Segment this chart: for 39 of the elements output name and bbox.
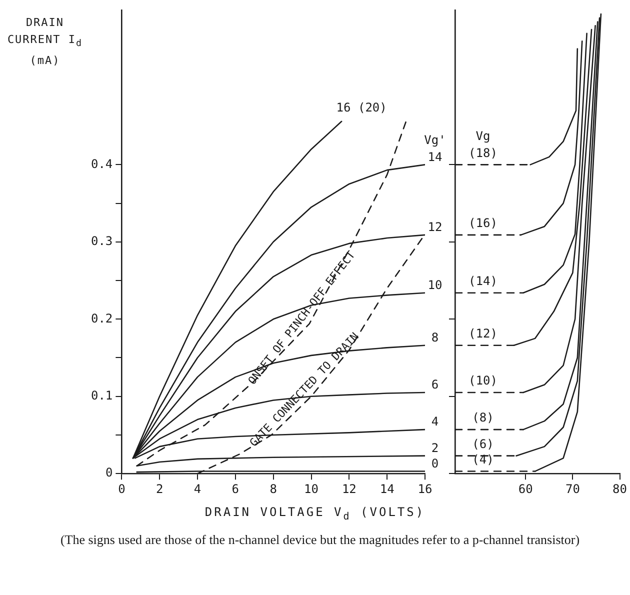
x-tick-label: 14	[380, 482, 394, 496]
x-tick-label: 10	[304, 482, 318, 496]
x-tick-label: 2	[156, 482, 164, 496]
x-tick-label: 60	[518, 482, 533, 496]
series-label: 2	[431, 440, 439, 455]
y-tick-label: 0.3	[90, 234, 113, 248]
x-tick-label: 70	[565, 482, 580, 496]
series-label: 12	[428, 220, 442, 234]
text: DRAIN CURRENT I$_{d}$ (mA)	[7, 16, 83, 68]
x-tick-label: 6	[232, 482, 240, 496]
series-label: 6	[431, 378, 439, 392]
series-label: (12)	[468, 326, 498, 341]
series-label: (8)	[472, 410, 494, 425]
y-tick-label: 0.2	[90, 311, 113, 326]
series-label: (6)	[472, 436, 494, 451]
legend-title: Vg	[476, 128, 490, 143]
x-tick-label: 12	[342, 482, 356, 496]
series-label: (14)	[468, 274, 498, 288]
series-label: (16)	[468, 216, 498, 230]
y-tick-label: 0	[105, 466, 113, 480]
x-tick-label: 8	[270, 482, 277, 496]
y-tick-label: 0.4	[90, 156, 113, 171]
series-label: 14	[428, 150, 442, 164]
legend-title: Vg'	[424, 132, 446, 147]
x-tick-label: 4	[194, 482, 202, 496]
series-label: 8	[431, 330, 439, 345]
series-label: 16 (20)	[336, 100, 387, 115]
x-axis-title: DRAIN VOLTAGE V$_{d}$ (VOLTS)	[204, 505, 426, 522]
x-tick-label: 0	[118, 482, 126, 496]
x-tick-label: 16	[418, 482, 432, 496]
series-label: (18)	[468, 146, 498, 160]
y-tick-label: 0.1	[90, 388, 113, 402]
series-label: (4)	[472, 452, 494, 466]
series-label: 4	[431, 414, 439, 429]
x-tick-label: 80	[612, 482, 627, 496]
series-label: (10)	[468, 374, 498, 388]
series-label: 0	[431, 456, 439, 470]
text: (The signs used are those of the n-channel device but the magnitudes refer to a p-channel transistor)	[59, 532, 581, 547]
series-label: 10	[428, 278, 442, 292]
